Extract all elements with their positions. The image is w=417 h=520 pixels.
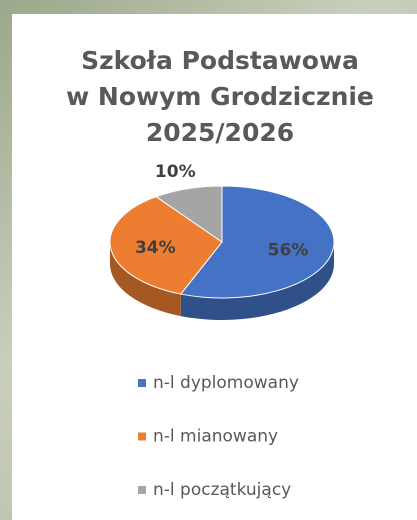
legend-label: n-l dyplomowany	[153, 373, 299, 393]
chart-title: w Nowym Grodzicznie	[66, 82, 374, 111]
data-label: 34%	[135, 238, 176, 258]
pie-slice	[109, 196, 223, 295]
data-label: 10%	[155, 162, 196, 182]
chart-title: Szkoła Podstawowa	[81, 46, 359, 75]
legend-swatch	[138, 432, 146, 441]
legend-swatch	[138, 486, 146, 494]
data-label: 56%	[268, 240, 309, 260]
pie-side	[110, 242, 181, 317]
pie-slice	[179, 185, 335, 299]
legend-label: n-l mianowany	[153, 427, 278, 447]
pie-side	[180, 242, 334, 321]
legend-label: n-l początkujący	[153, 480, 291, 500]
legend-swatch	[138, 379, 146, 387]
chart-title: 2025/2026	[146, 118, 294, 147]
pie-slice	[155, 185, 223, 243]
